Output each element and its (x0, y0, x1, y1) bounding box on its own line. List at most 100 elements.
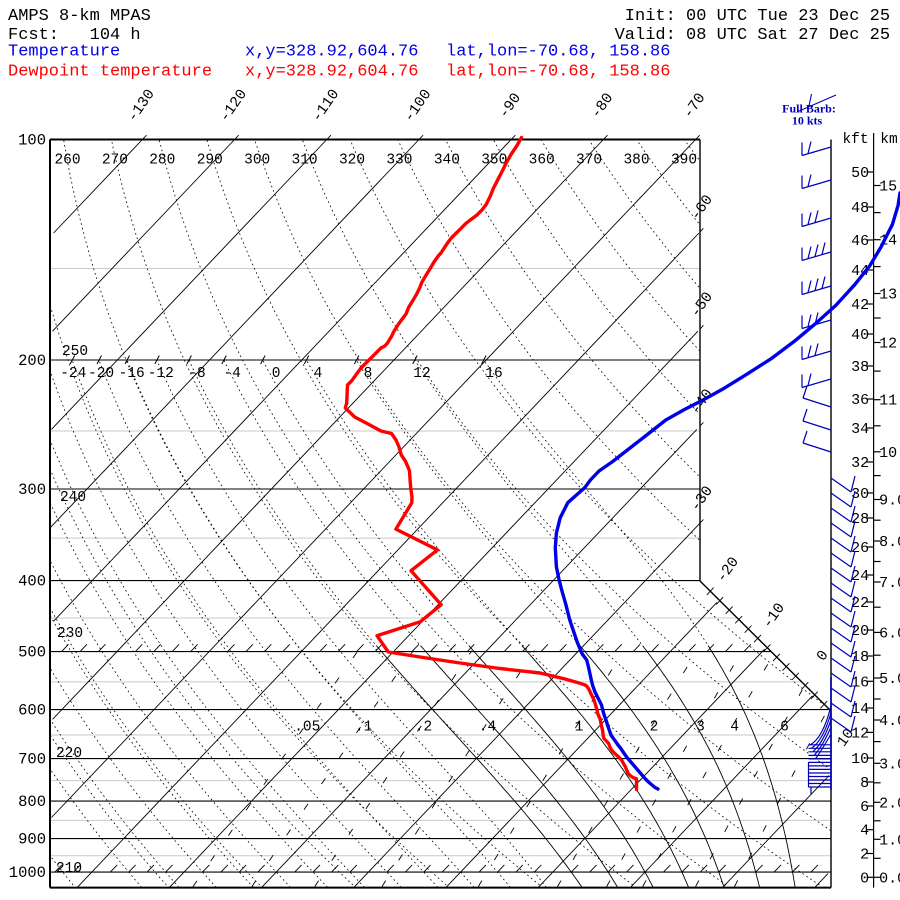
svg-text:1.0: 1.0 (879, 832, 900, 849)
svg-text:900: 900 (18, 831, 46, 849)
svg-text:210: 210 (56, 861, 82, 877)
svg-text:12: 12 (413, 366, 430, 382)
svg-text:350: 350 (481, 153, 507, 169)
svg-text:10: 10 (851, 751, 869, 768)
svg-text:13.0: 13.0 (879, 287, 900, 304)
svg-text:1000: 1000 (9, 864, 46, 882)
svg-text:20: 20 (851, 623, 869, 640)
svg-text:11.0: 11.0 (879, 393, 900, 410)
svg-text:40: 40 (851, 327, 869, 344)
svg-text:lat,lon=-70.68, 158.86: lat,lon=-70.68, 158.86 (446, 63, 670, 82)
svg-text:310: 310 (292, 153, 318, 169)
svg-text:380: 380 (623, 153, 649, 169)
svg-text:15.0: 15.0 (879, 179, 900, 196)
svg-text:12: 12 (851, 725, 869, 742)
svg-text:0: 0 (860, 870, 869, 887)
svg-text:320: 320 (339, 153, 365, 169)
svg-text:8.0: 8.0 (879, 534, 900, 551)
svg-text:lat,lon=-70.68, 158.86: lat,lon=-70.68, 158.86 (446, 43, 670, 62)
svg-text:-24: -24 (60, 366, 86, 382)
svg-text:-16: -16 (119, 366, 145, 382)
svg-text:3.0: 3.0 (879, 756, 900, 773)
svg-text:280: 280 (149, 153, 175, 169)
svg-text:x,y=328.92,604.76: x,y=328.92,604.76 (245, 63, 418, 82)
svg-text:4: 4 (860, 823, 869, 840)
svg-text:2: 2 (860, 847, 869, 864)
svg-text:-8: -8 (188, 366, 205, 382)
svg-text:370: 370 (576, 153, 602, 169)
svg-text:300: 300 (244, 153, 270, 169)
svg-text:18: 18 (851, 649, 869, 666)
svg-text:.2: .2 (415, 720, 432, 736)
svg-text:4: 4 (314, 366, 323, 382)
svg-text:Temperature: Temperature (8, 43, 120, 62)
svg-text:44: 44 (851, 263, 869, 280)
svg-text:300: 300 (18, 481, 46, 499)
svg-text:km: km (880, 132, 897, 148)
svg-text:600: 600 (18, 702, 46, 720)
svg-text:6: 6 (860, 799, 869, 816)
svg-text:48: 48 (851, 200, 869, 217)
svg-text:Dewpoint temperature: Dewpoint temperature (8, 63, 212, 82)
svg-text:3: 3 (696, 720, 705, 736)
svg-text:260: 260 (54, 153, 80, 169)
svg-text:800: 800 (18, 793, 46, 811)
svg-text:2.0: 2.0 (879, 795, 900, 812)
svg-text:220: 220 (56, 746, 82, 762)
svg-text:4.0: 4.0 (879, 713, 900, 730)
svg-text:kft: kft (842, 132, 868, 148)
svg-text:36: 36 (851, 392, 869, 409)
svg-text:0: 0 (272, 366, 281, 382)
svg-text:500: 500 (18, 644, 46, 662)
svg-text:-12: -12 (148, 366, 174, 382)
svg-text:400: 400 (18, 573, 46, 591)
svg-text:390: 390 (671, 153, 697, 169)
svg-text:8: 8 (860, 775, 869, 792)
svg-text:230: 230 (57, 626, 83, 642)
svg-text:34: 34 (851, 421, 869, 438)
svg-text:100: 100 (18, 132, 46, 150)
svg-text:290: 290 (197, 153, 223, 169)
svg-text:28: 28 (851, 511, 869, 528)
svg-text:700: 700 (18, 751, 46, 769)
svg-text:9.0: 9.0 (879, 493, 900, 510)
svg-text:10 kts: 10 kts (792, 114, 823, 128)
svg-text:360: 360 (529, 153, 555, 169)
svg-text:.1: .1 (355, 720, 372, 736)
svg-text:24: 24 (851, 568, 869, 585)
svg-text:38: 38 (851, 359, 869, 376)
svg-text:0.0: 0.0 (879, 870, 900, 887)
svg-text:30: 30 (851, 486, 869, 503)
svg-text:32: 32 (851, 455, 869, 472)
svg-text:16: 16 (485, 366, 502, 382)
svg-text:14: 14 (851, 701, 869, 718)
svg-text:16: 16 (851, 674, 869, 691)
svg-text:Valid: 08 UTC Sat 27 Dec 25: Valid: 08 UTC Sat 27 Dec 25 (615, 26, 890, 45)
svg-text:.4: .4 (479, 720, 496, 736)
svg-text:AMPS 8-km MPAS: AMPS 8-km MPAS (8, 7, 151, 26)
svg-text:330: 330 (386, 153, 412, 169)
svg-text:12.0: 12.0 (879, 336, 900, 353)
svg-text:2: 2 (650, 720, 659, 736)
svg-text:240: 240 (60, 490, 86, 506)
svg-text:50: 50 (851, 165, 869, 182)
svg-text:7.0: 7.0 (879, 575, 900, 592)
svg-text:5.0: 5.0 (879, 671, 900, 688)
svg-text:Init: 00 UTC Tue 23 Dec 25: Init: 00 UTC Tue 23 Dec 25 (625, 7, 890, 26)
svg-text:6.0: 6.0 (879, 625, 900, 642)
svg-text:26: 26 (851, 540, 869, 557)
svg-text:250: 250 (62, 344, 88, 360)
svg-text:200: 200 (18, 352, 46, 370)
svg-text:8: 8 (364, 366, 373, 382)
svg-text:1: 1 (575, 720, 584, 736)
svg-text:22: 22 (851, 595, 869, 612)
svg-text:270: 270 (102, 153, 128, 169)
svg-text:6: 6 (780, 720, 789, 736)
svg-text:-4: -4 (223, 366, 240, 382)
svg-text:340: 340 (434, 153, 460, 169)
svg-text:x,y=328.92,604.76: x,y=328.92,604.76 (245, 43, 418, 62)
svg-text:10.0: 10.0 (879, 445, 900, 462)
svg-text:.05: .05 (294, 720, 320, 736)
svg-text:4: 4 (730, 720, 739, 736)
svg-text:Fcst: 104 h: Fcst: 104 h (8, 26, 141, 45)
